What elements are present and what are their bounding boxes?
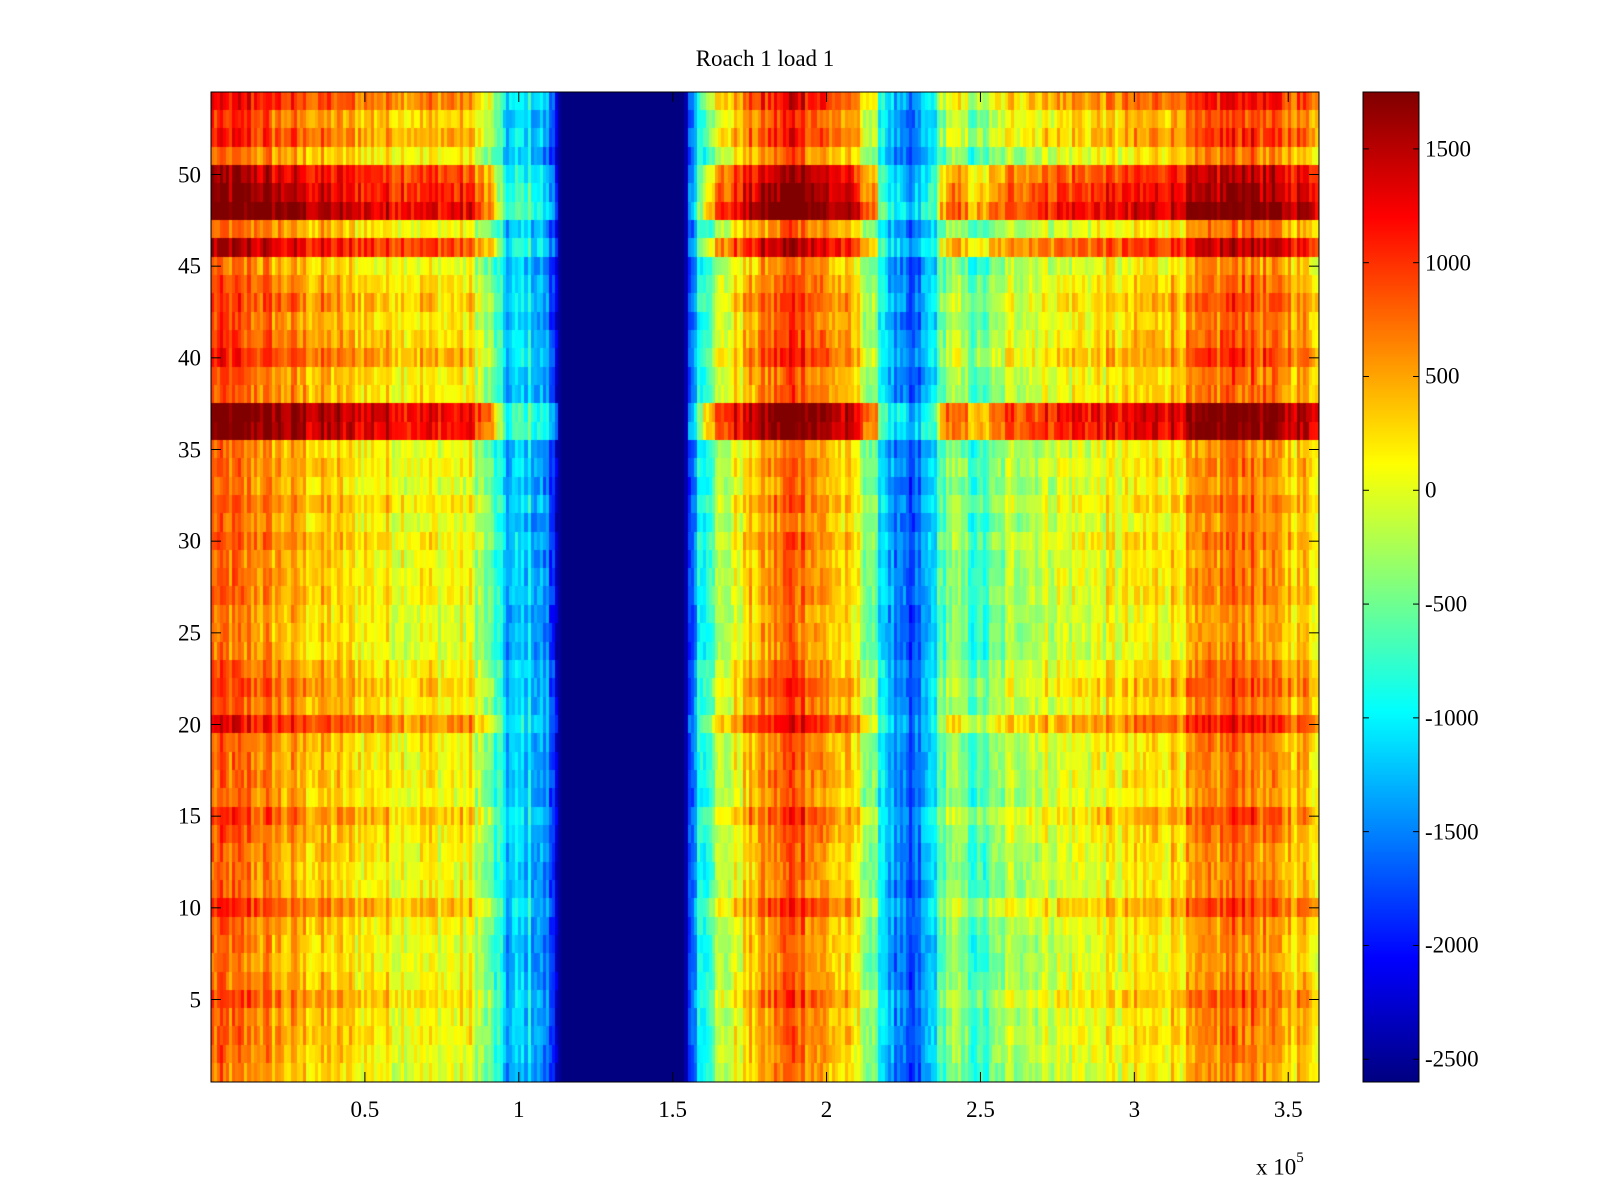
x-exponent-base: x 10: [1256, 1154, 1297, 1180]
y-tick-label: 15: [178, 803, 201, 829]
colorbar-tick-label: -1500: [1425, 819, 1479, 845]
heatmap-plot-area: [211, 92, 1319, 1082]
y-tick-label: 50: [178, 162, 201, 187]
x-tick-label: 0.5: [350, 1097, 380, 1122]
y-tick-label: 5: [189, 987, 202, 1012]
colorbar-tick-label: 0: [1425, 477, 1437, 503]
y-tick-label: 40: [178, 345, 201, 371]
colorbar: [1363, 92, 1419, 1082]
colorbar-tick-label: 1000: [1425, 250, 1471, 276]
x-tick-label: 3.5: [1273, 1097, 1303, 1122]
x-tick-label: 2.5: [966, 1097, 995, 1122]
x-tick-label: 1.5: [658, 1097, 688, 1122]
colorbar-tick-label: -2500: [1425, 1046, 1479, 1072]
y-tick-label: 10: [178, 895, 201, 921]
colorbar-tick-label: -1000: [1425, 705, 1479, 731]
y-tick-label: 30: [178, 528, 201, 554]
y-tick-label: 45: [178, 253, 201, 279]
x-exponent-power: 5: [1296, 1150, 1304, 1166]
colorbar-tick-label: 1500: [1425, 136, 1471, 162]
x-axis-exponent: x 105: [1256, 1150, 1304, 1181]
chart-title: Roach 1 load 1: [695, 46, 835, 71]
y-tick-label: 35: [178, 437, 201, 462]
y-tick-label: 25: [178, 620, 201, 646]
colorbar-tick-label: 500: [1425, 363, 1460, 389]
colorbar-tick-label: -500: [1425, 591, 1468, 617]
y-tick-label: 20: [178, 712, 201, 737]
x-tick-label: 1: [513, 1097, 525, 1122]
x-tick-label: 3: [1128, 1097, 1141, 1122]
colorbar-tick-label: -2000: [1425, 932, 1479, 958]
x-tick-label: 2: [820, 1097, 833, 1122]
